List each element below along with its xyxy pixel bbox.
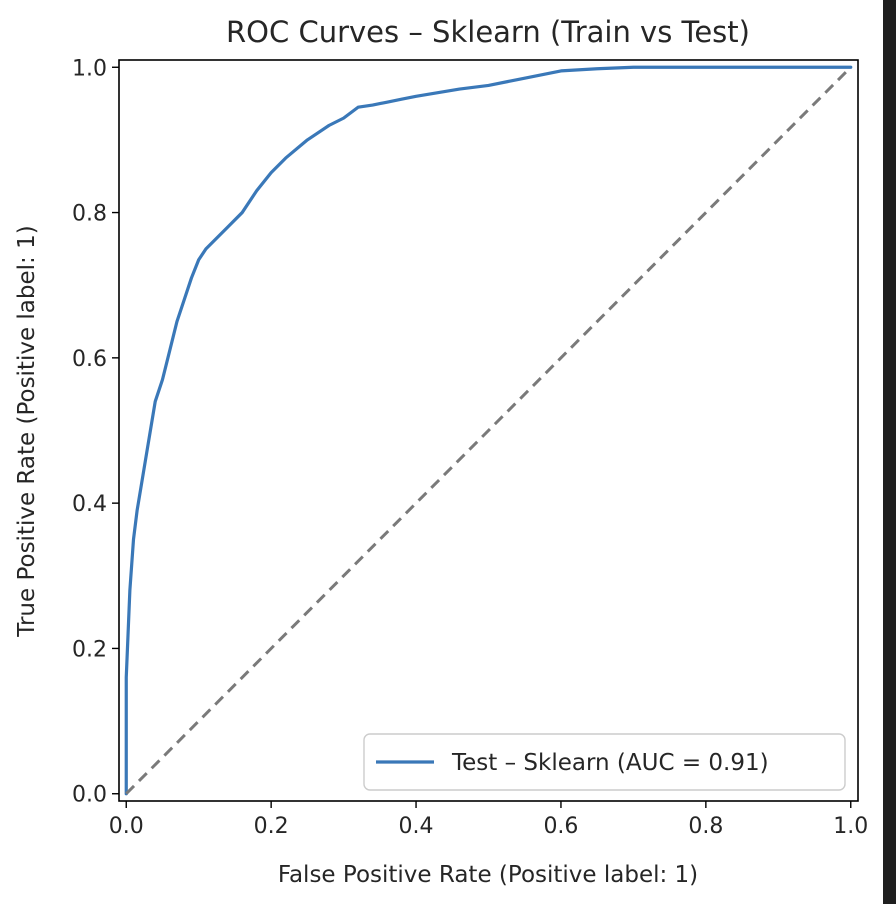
x-tick-label: 0.0 <box>109 814 144 839</box>
x-tick-label: 0.2 <box>254 814 289 839</box>
y-axis-title: True Positive Rate (Positive label: 1) <box>14 225 40 637</box>
x-tick-label: 0.8 <box>688 814 723 839</box>
window-edge <box>883 0 896 904</box>
plot-frame <box>118 59 859 802</box>
y-tick-label: 1.0 <box>72 56 107 81</box>
chance-line <box>125 66 852 795</box>
x-tick-label: 0.4 <box>399 814 434 839</box>
y-tick-label: 0.2 <box>72 637 107 662</box>
x-tick-label: 0.6 <box>543 814 578 839</box>
legend-box <box>363 733 846 791</box>
y-tick-label: 0.4 <box>72 492 107 517</box>
series-line-0 <box>124 65 853 796</box>
y-tick-label: 0.8 <box>72 202 107 227</box>
legend: Test – Sklearn (AUC = 0.91) <box>363 733 846 791</box>
plot-area <box>124 65 853 796</box>
y-tick-label: 0.6 <box>72 347 107 372</box>
x-axis-title: False Positive Rate (Positive label: 1) <box>278 862 698 888</box>
legend-label: Test – Sklearn (AUC = 0.91) <box>451 750 769 776</box>
chart-title: ROC Curves – Sklearn (Train vs Test) <box>226 15 750 49</box>
x-tick-label: 1.0 <box>833 814 868 839</box>
axes: 0.0 0.2 0.4 0.6 0.8 1.0 0.0 0.2 0.4 0.6 0.8 1.0 <box>72 56 868 839</box>
y-tick-label: 0.0 <box>72 783 107 808</box>
